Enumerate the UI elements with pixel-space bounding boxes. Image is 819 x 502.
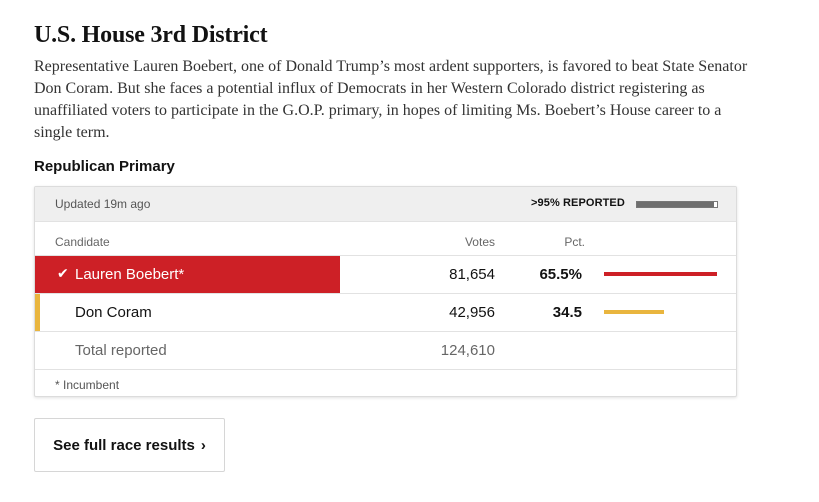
race-summary: Representative Lauren Boebert, one of Do… [34,58,748,141]
chevron-right-icon: › [200,436,206,454]
candidate-row-coram: Don Coram 42,956 34.5 [35,293,736,331]
results-table: Updated 19m ago >95% REPORTED Candidate … [34,186,737,397]
reported-progress-fill [637,202,714,207]
checkmark-icon: ✔ [57,265,69,281]
primary-label: Republican Primary [34,158,175,175]
reported-progress-bar [636,201,718,208]
candidate-votes: 42,956 [449,304,495,321]
winner-highlight: ✔ Lauren Boebert* [35,256,340,293]
column-header-votes: Votes [464,235,495,249]
candidate-pct: 34.5 [552,304,582,321]
candidate-color-marker [35,294,40,331]
total-row: Total reported 124,610 [35,331,736,369]
pct-bar-track [604,272,717,276]
footnote-row: * Incumbent [35,369,736,396]
full-results-label: See full race results [53,436,195,454]
race-title: U.S. House 3rd District [34,22,268,48]
candidate-name: Lauren Boebert* [75,266,185,283]
full-results-button[interactable]: See full race results › [34,418,225,472]
candidate-name: Don Coram [75,304,152,321]
results-header: Updated 19m ago >95% REPORTED [35,187,736,222]
pct-bar-track [604,310,717,314]
column-header-candidate: Candidate [55,235,110,249]
candidate-row-boebert: ✔ Lauren Boebert* 81,654 65.5% [35,255,736,293]
pct-bar-boebert [604,272,717,276]
pct-bar-coram [604,310,664,314]
incumbent-footnote: * Incumbent [55,378,120,392]
total-votes: 124,610 [440,342,495,359]
reported-label: >95% REPORTED [531,197,625,209]
updated-timestamp: Updated 19m ago [55,197,151,211]
candidate-votes: 81,654 [449,266,495,283]
column-header-pct: Pct. [564,235,585,249]
total-label: Total reported [75,342,167,359]
candidate-pct: 65.5% [539,266,582,283]
